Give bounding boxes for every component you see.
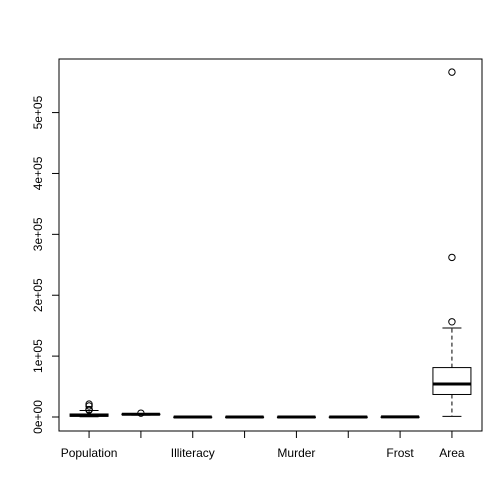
outlier-point: [137, 409, 145, 417]
outlier-point: [448, 253, 456, 262]
x-tick-label: Frost: [386, 446, 414, 460]
iqr-box: [432, 367, 472, 395]
x-tick-label: Murder: [277, 446, 315, 460]
box-income: [121, 409, 161, 417]
axes: 0e+00 1e+05 2e+05 3e+05 4e+05 5e+05 Population…: [31, 58, 483, 460]
box-frost: [380, 415, 420, 419]
outlier-point: [85, 405, 93, 414]
y-tick-label: 0e+00: [31, 400, 45, 434]
x-tick-label: Area: [439, 446, 465, 460]
outlier-point: [448, 68, 456, 76]
x-tick-label: Illiteracy: [171, 446, 215, 460]
y-tick-label: 1e+05: [31, 339, 45, 373]
plot-frame: [58, 58, 483, 432]
box-murder: [276, 415, 316, 419]
y-tick-label: 2e+05: [31, 278, 45, 312]
box-life-exp: [225, 415, 265, 419]
box-hs-grad: [328, 415, 368, 419]
box-illiteracy: [173, 415, 213, 419]
y-tick-label: 5e+05: [31, 95, 45, 129]
y-tick-label: 4e+05: [31, 156, 45, 190]
outlier-point: [85, 402, 93, 410]
box-population: [69, 400, 109, 418]
boxes: [69, 68, 472, 419]
y-tick-label: 3e+05: [31, 217, 45, 251]
box-area: [432, 68, 472, 417]
x-tick-label: Population: [61, 446, 118, 460]
outlier-point: [448, 318, 456, 326]
